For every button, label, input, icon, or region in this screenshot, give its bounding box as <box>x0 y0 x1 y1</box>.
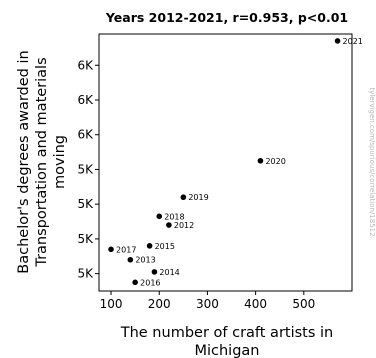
x-axis-title-line-2: Michigan <box>194 343 259 358</box>
chart-title: Years 2012-2021, r=0.953, p<0.01 <box>105 10 348 25</box>
data-point <box>334 38 341 44</box>
plot-area <box>98 33 353 292</box>
y-tick-label: 5K <box>77 197 94 211</box>
y-tick-label: 6K <box>77 93 94 107</box>
x-tick-label: 400 <box>244 297 267 311</box>
y-axis-title-line-3: moving <box>52 135 68 189</box>
x-tick-label: 300 <box>196 297 219 311</box>
data-point-label: 2012 <box>174 221 194 230</box>
y-tick-label: 6K <box>77 58 94 72</box>
x-axis-title-line-1: The number of craft artists in <box>120 325 334 341</box>
data-point <box>257 157 264 164</box>
y-axis-title-line-2: Transportation and materials <box>34 57 50 267</box>
credit-watermark: tylervigen.com/spurious/correlation/1851… <box>368 87 376 236</box>
x-tick-label: 200 <box>148 297 171 311</box>
data-point-label: 2016 <box>140 278 160 287</box>
data-point-label: 2013 <box>135 256 155 265</box>
y-tick-label: 5K <box>77 267 94 281</box>
credit-text: tylervigen.com/spurious/correlation/1851… <box>368 87 376 236</box>
data-point-label: 2014 <box>159 268 179 277</box>
y-tick-label: 6K <box>77 128 94 142</box>
data-point-label: 2021 <box>343 37 363 46</box>
data-point <box>127 256 134 263</box>
y-axis-title-line-1: Bachelor's degrees awarded in <box>16 50 32 273</box>
x-axis: 100 200 300 400 500 <box>100 291 315 311</box>
data-point-label: 2017 <box>116 245 136 254</box>
y-tick-label: 5K <box>77 232 94 246</box>
x-tick-label: 100 <box>100 297 123 311</box>
data-point <box>166 222 172 228</box>
data-point <box>151 269 158 275</box>
data-point <box>156 213 163 220</box>
x-tick-label: 500 <box>292 297 315 311</box>
data-point <box>108 246 114 253</box>
data-point-label: 2018 <box>164 212 184 221</box>
data-point-label: 2020 <box>265 157 285 166</box>
y-axis-title: Bachelor's degrees awarded in Transporta… <box>16 50 68 273</box>
data-point-label: 2015 <box>155 242 175 251</box>
data-point <box>132 279 138 286</box>
data-point-label: 2019 <box>188 193 208 202</box>
y-tick-label: 5K <box>77 162 94 176</box>
data-point <box>180 194 187 201</box>
data-point <box>146 243 153 249</box>
y-axis: 5K 5K 5K 5K 6K 6K 6K <box>77 58 99 281</box>
